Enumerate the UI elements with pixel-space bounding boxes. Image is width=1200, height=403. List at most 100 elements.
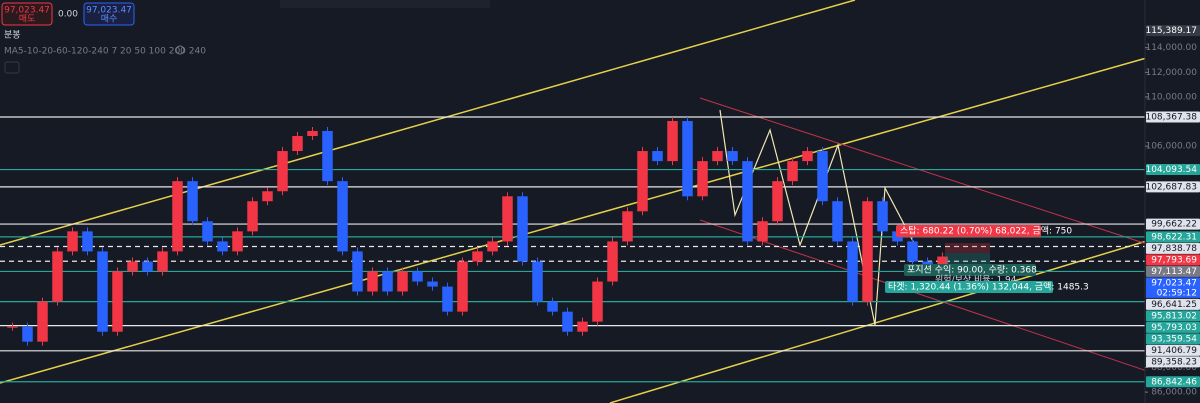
interval[interactable]: 분봉: [4, 30, 21, 41]
candle: [487, 241, 498, 252]
position-label: 포지션 수익: 90.00, 수량: 0.368: [907, 264, 1037, 276]
level-tag: [1146, 254, 1200, 266]
candle: [127, 261, 138, 272]
toolbar[interactable]: [280, 0, 490, 8]
candle: [217, 241, 228, 252]
level-tag: [1146, 277, 1200, 289]
sell-label: 매도: [19, 14, 36, 25]
candle: [907, 241, 918, 262]
level-tag: [1146, 25, 1200, 37]
risk-reward-label: 위험/보상 비율: 1.94: [935, 275, 1017, 286]
buy-box[interactable]: [83, 2, 135, 26]
candle: [712, 151, 723, 162]
trend-line: [0, 0, 856, 246]
level-label: 95,793.03: [1151, 323, 1197, 333]
candle: [757, 221, 768, 242]
candle: [262, 191, 273, 202]
y-tick-label: 112,000.00: [1145, 68, 1197, 78]
level-tag: [1146, 111, 1200, 123]
visibility-icon[interactable]: [175, 45, 185, 55]
candle: [382, 271, 393, 292]
target-box: [885, 281, 1053, 293]
candle: [67, 231, 78, 252]
level-label: 95,813.02: [1151, 311, 1197, 321]
candle: [817, 151, 828, 202]
candle: [97, 251, 108, 332]
countdown: 02:59:12: [1157, 288, 1197, 298]
level-label: 104,093.54: [1145, 165, 1197, 175]
level-label: 97,793.69: [1151, 255, 1197, 265]
candles: [7, 117, 948, 346]
y-tick-label: 114,000.00: [1145, 43, 1197, 53]
candle: [22, 326, 33, 342]
level-tag: [1146, 333, 1200, 345]
target-label: 타겟: 1,320.44 (1.36%) 132,044, 금액: 1485.3: [888, 281, 1089, 293]
level-label: 86,842.46: [1151, 377, 1197, 387]
candle: [412, 271, 423, 282]
y-tick-label: 86,000.00: [1151, 388, 1197, 398]
level-tag: [1146, 321, 1200, 333]
candle: [652, 151, 663, 162]
y-tick-label: 106,000.00: [1145, 142, 1197, 152]
candle: [457, 261, 468, 312]
candle: [52, 251, 63, 302]
candle: [517, 196, 528, 262]
level-label: 91,406.79: [1151, 346, 1197, 356]
candle: [742, 161, 753, 242]
candle: [277, 151, 288, 192]
stop-zone: [945, 243, 990, 253]
level-label: 97,113.47: [1151, 267, 1197, 277]
candle: [802, 151, 813, 162]
level-label: 99,662.22: [1151, 220, 1197, 230]
candle: [82, 231, 93, 252]
trend-line: [699, 219, 1151, 373]
candle: [727, 151, 738, 162]
level-tag: [1146, 265, 1200, 277]
candle: [322, 130, 333, 182]
candle: [187, 181, 198, 222]
target-zone: [945, 253, 990, 267]
candle: [682, 121, 693, 197]
candle: [292, 136, 303, 152]
candle: [247, 201, 258, 232]
candle: [37, 301, 48, 342]
level-label: 96,641.25: [1151, 300, 1197, 310]
candle: [562, 311, 573, 332]
candle: [697, 161, 708, 197]
level-label: 98,622.31: [1151, 232, 1197, 242]
trend-line: [0, 56, 1151, 384]
level-tag: [1146, 298, 1200, 310]
candle: [472, 251, 483, 262]
candle: [862, 201, 873, 302]
sell-box[interactable]: [1, 2, 53, 26]
candle: [337, 181, 348, 252]
level-tag: [1146, 231, 1200, 243]
level-label: 108,367.38: [1145, 112, 1197, 122]
candle: [232, 231, 243, 252]
candle: [532, 261, 543, 302]
level-tag: [1146, 181, 1200, 193]
buy-price: 97,023.47: [86, 6, 132, 16]
level-label: 93,359.54: [1151, 334, 1197, 344]
candle: [442, 286, 453, 312]
level-tag: [1146, 218, 1200, 230]
candle: [202, 221, 213, 242]
candle: [157, 251, 168, 272]
level-tag: [1146, 376, 1200, 388]
candle: [847, 241, 858, 302]
candle: [7, 326, 18, 328]
candle: [352, 251, 363, 292]
level-tag: [1146, 356, 1200, 368]
buy-label: 매수: [101, 14, 118, 25]
candle: [307, 130, 318, 137]
collapse-button[interactable]: [4, 61, 20, 74]
price-axis: 114,000.00 112,000.00 110,000.00 106,000.00…: [1144, 0, 1200, 403]
level-tag: [1146, 310, 1200, 322]
candle: [622, 211, 633, 242]
stop-box: [896, 225, 1041, 237]
candle: [607, 241, 618, 282]
sell-price: 97,023.47: [4, 6, 50, 16]
candle: [112, 271, 123, 332]
trend-line: [609, 239, 1151, 403]
